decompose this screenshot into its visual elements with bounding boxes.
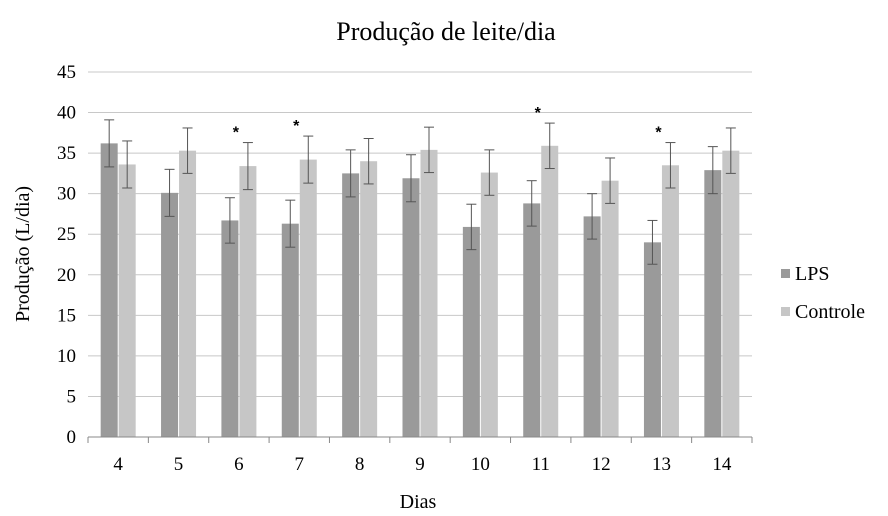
y-tick-label: 0 (67, 427, 77, 448)
legend-swatch-lps (781, 269, 790, 278)
y-tick-label: 20 (57, 265, 76, 286)
legend-label-controle: Controle (795, 301, 865, 323)
x-axis-title: Dias (400, 491, 437, 513)
x-tick-label: 5 (174, 454, 184, 475)
error-bar-lps-8 (345, 149, 356, 198)
x-tick-label: 6 (234, 454, 244, 475)
bar-controle-9 (420, 149, 438, 437)
y-tick-label: 35 (57, 143, 76, 164)
error-bar-lps-12 (587, 193, 598, 240)
error-bar-lps-13 (647, 219, 658, 265)
significance-asterisk: * (655, 125, 662, 142)
error-bar-controle-12 (605, 157, 616, 204)
y-tick-label: 40 (57, 103, 76, 124)
error-bar-lps-7 (285, 199, 296, 248)
bar-controle-5 (179, 150, 197, 437)
bar-lps-8 (342, 173, 360, 437)
bar-lps-9 (402, 178, 420, 437)
y-tick-label: 25 (57, 224, 76, 245)
bar-controle-10 (480, 172, 498, 438)
bar-controle-12 (601, 180, 619, 437)
chart-title: Produção de leite/dia (336, 17, 556, 46)
x-tick-label: 13 (652, 454, 671, 475)
x-tick-label: 11 (532, 454, 550, 475)
bar-lps-5 (161, 192, 179, 437)
significance-markers: * * * * (233, 105, 663, 141)
bar-lps-11 (523, 203, 541, 437)
x-tick-label: 8 (355, 454, 365, 475)
y-tick-label: 30 (57, 184, 76, 205)
error-bar-controle-11 (544, 122, 555, 170)
bars (100, 143, 740, 438)
error-bar-lps-4 (104, 119, 115, 168)
bar-controle-7 (299, 159, 317, 437)
error-bar-lps-10 (466, 203, 477, 251)
bar-lps-4 (100, 143, 118, 437)
gridlines (88, 71, 752, 397)
x-tick-label: 10 (471, 454, 490, 475)
y-axis-title: Produção (L/dia) (12, 186, 34, 322)
bar-lps-12 (583, 216, 601, 437)
y-tick-label: 10 (57, 346, 76, 367)
y-tick-label: 15 (57, 305, 76, 326)
bar-controle-11 (541, 145, 559, 438)
legend-swatch-controle (781, 307, 790, 316)
error-bar-lps-6 (224, 197, 235, 244)
bar-controle-14 (722, 150, 740, 437)
error-bar-controle-10 (484, 149, 495, 196)
y-tick-label: 45 (57, 62, 76, 83)
error-bar-controle-13 (665, 142, 676, 189)
x-tick-label: 14 (712, 454, 732, 475)
x-tick-label: 7 (295, 454, 305, 475)
bar-lps-6 (221, 220, 239, 437)
x-tick-label: 9 (415, 454, 425, 475)
significance-asterisk: * (293, 118, 300, 135)
error-bar-controle-6 (242, 142, 253, 191)
bar-controle-6 (239, 166, 257, 438)
error-bar-controle-8 (363, 138, 374, 185)
bar-lps-14 (704, 170, 722, 437)
bar-controle-13 (661, 165, 679, 437)
x-axis-ticks: 4 5 6 7 8 9 10 11 12 13 14 (87, 437, 753, 475)
error-bar-controle-4 (122, 140, 133, 189)
bar-controle-4 (118, 164, 136, 437)
error-bar-controle-9 (424, 126, 434, 174)
legend-label-lps: LPS (795, 263, 829, 285)
error-bar-controle-14 (725, 127, 736, 174)
bar-lps-13 (643, 242, 661, 437)
significance-asterisk: * (535, 105, 542, 122)
error-bar-lps-11 (526, 180, 537, 227)
bar-controle-8 (360, 161, 378, 437)
error-bar-lps-5 (164, 168, 175, 217)
x-tick-label: 4 (113, 454, 123, 475)
legend: LPS Controle (781, 263, 865, 323)
x-tick-label: 12 (592, 454, 611, 475)
significance-asterisk: * (233, 125, 240, 142)
y-tick-label: 5 (67, 386, 77, 407)
error-bar-lps-9 (406, 154, 416, 203)
y-axis-ticks: 0 5 10 15 20 25 30 35 40 45 (57, 62, 76, 448)
bar-lps-7 (281, 223, 299, 437)
error-bar-controle-5 (182, 127, 193, 174)
error-bars (104, 119, 736, 265)
error-bar-controle-7 (303, 135, 314, 184)
bar-lps-10 (462, 226, 480, 437)
error-bar-lps-14 (707, 146, 718, 195)
